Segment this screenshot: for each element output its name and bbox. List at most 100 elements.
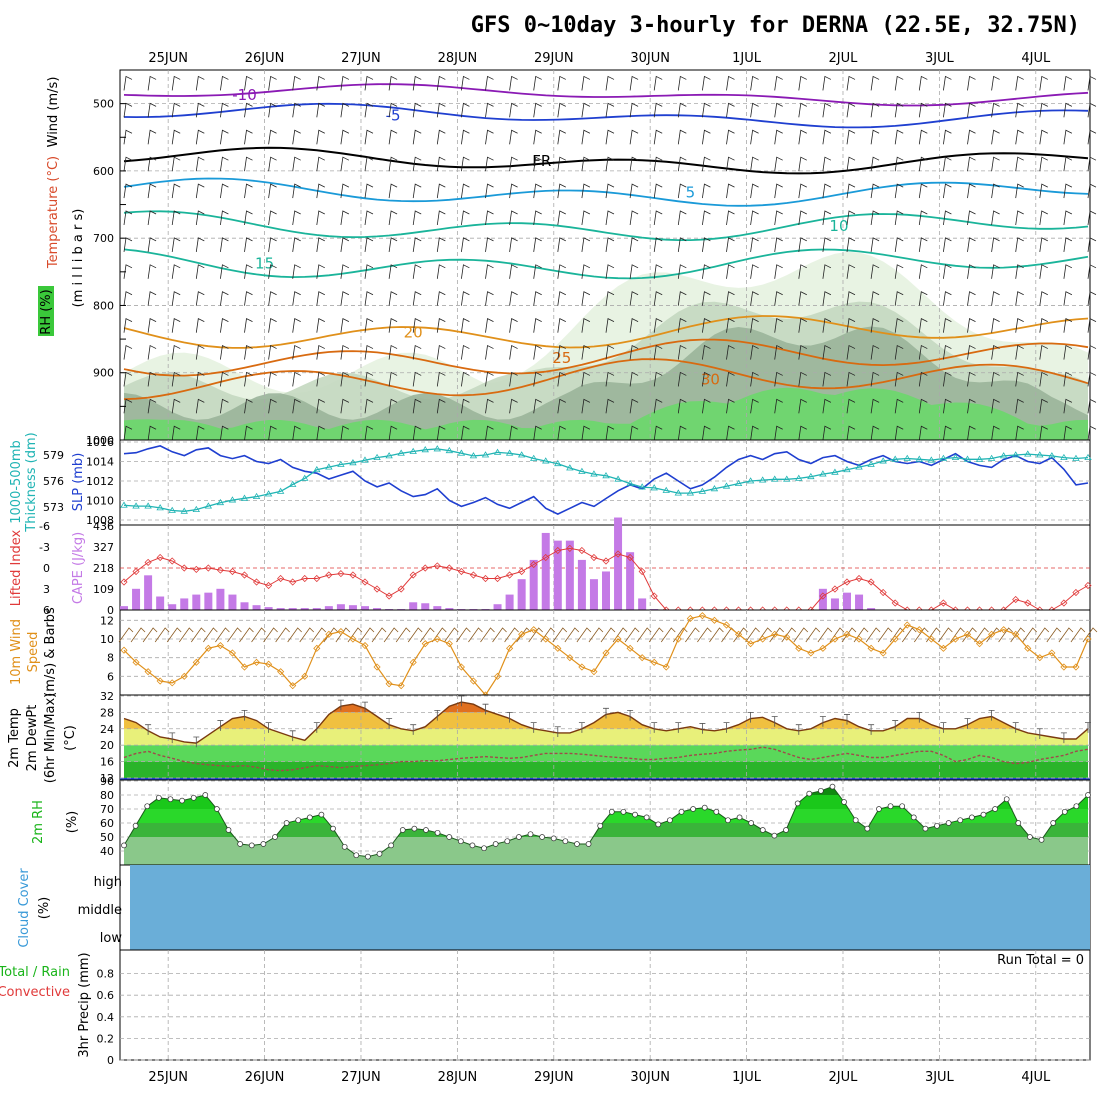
upper-wind-barb — [461, 75, 470, 91]
upper-wind-barb — [195, 75, 205, 91]
upper-wind-barb — [340, 264, 350, 279]
upper-wind-barb — [653, 291, 663, 306]
upper-wind-barb — [726, 156, 735, 172]
lifted-index-marker — [132, 567, 140, 576]
surface-wind-barb — [769, 627, 784, 643]
upper-wind-barb — [171, 425, 181, 441]
cape-bar — [867, 608, 876, 610]
top-date-label: 27JUN — [341, 51, 381, 66]
lifted-index-marker — [518, 567, 526, 576]
cape-bar — [614, 517, 623, 610]
thickness-marker — [457, 449, 466, 456]
upper-wind-barb — [292, 264, 301, 279]
upper-wind-barb — [894, 264, 904, 279]
upper-wind-barb — [412, 425, 422, 441]
upper-wind-barb — [557, 264, 566, 279]
wind-speed-marker — [180, 672, 188, 680]
upper-wind-barb — [605, 156, 615, 172]
top-date-label: 29JUN — [534, 51, 574, 66]
upper-wind-barb — [195, 210, 205, 226]
upper-wind-barb — [220, 156, 229, 172]
upper-wind-barb — [292, 291, 301, 306]
surface-wind-barb — [371, 627, 387, 643]
wind-speed-marker — [650, 658, 658, 666]
wind-speed-marker — [614, 635, 622, 643]
temperature-range-bar — [675, 722, 682, 733]
upper-wind-barb — [750, 291, 759, 306]
wind-speed-marker — [409, 658, 417, 666]
upper-wind-barb — [629, 156, 639, 172]
thickness-marker — [421, 446, 429, 453]
rh-marker — [365, 853, 371, 860]
wind-speed-marker — [578, 663, 586, 671]
upper-wind-barb — [364, 318, 374, 333]
surface-wind-barb — [215, 627, 230, 643]
upper-wind-barb — [364, 75, 374, 91]
upper-wind-barb — [485, 344, 494, 360]
wind-speed-marker — [855, 635, 863, 643]
upper-wind-barb — [581, 291, 591, 306]
upper-wind-barb — [774, 129, 783, 145]
thickness-marker — [915, 455, 924, 462]
temperature-band — [124, 728, 1088, 746]
rh-marker — [1050, 820, 1057, 826]
upper-wind-barb — [967, 210, 976, 226]
upper-wind-barb — [268, 183, 277, 199]
upper-wind-barb — [629, 318, 639, 333]
upper-wind-barb — [461, 264, 470, 279]
temperature-range-bar — [723, 722, 730, 733]
upper-wind-barb — [726, 344, 735, 360]
upper-wind-barb — [1015, 183, 1024, 199]
wind-speed-marker — [674, 635, 682, 643]
upper-wind-barb — [894, 371, 904, 387]
upper-wind-barb — [244, 371, 253, 387]
rh-marker — [167, 796, 174, 803]
upper-wind-barb — [774, 75, 783, 91]
cape-bar — [843, 592, 851, 610]
upper-wind-barb — [581, 398, 591, 414]
wind-speed-marker — [518, 630, 526, 638]
wind-speed-marker — [252, 658, 261, 666]
lifted-index-marker — [879, 588, 887, 597]
upper-wind-barb — [750, 129, 759, 145]
wind-ticks: 6 8 10 12 — [100, 614, 114, 683]
upper-wind-barb — [268, 264, 277, 279]
thickness-tick-label: 579 — [43, 449, 64, 462]
surface-wind-barb — [323, 627, 339, 643]
wind-speed-marker — [265, 660, 273, 668]
upper-wind-barb — [364, 183, 374, 199]
upper-wind-barb — [943, 425, 952, 441]
cape-bar — [626, 552, 635, 610]
wind-speed-marker — [795, 644, 803, 652]
wind-speed-marker — [1000, 626, 1008, 634]
upper-wind-barb — [557, 291, 566, 306]
wind-tick-label: 12 — [100, 614, 114, 627]
wind-speed-marker — [277, 668, 285, 676]
temperature-range-bar — [241, 709, 248, 721]
lifted-index-marker — [1072, 588, 1080, 597]
rh-marker — [155, 794, 162, 801]
upper-wind-barb — [1063, 344, 1073, 360]
lifted-index-marker — [530, 560, 538, 569]
thickness-marker — [529, 454, 538, 461]
upper-wind-barb — [533, 264, 542, 279]
upper-wind-barb — [750, 371, 759, 387]
upper-wind-barb — [702, 398, 711, 414]
pressure-tick-label: 1000 — [86, 434, 114, 447]
upper-wind-barb — [388, 210, 398, 226]
upper-wind-barb — [316, 371, 325, 387]
upper-wind-barb — [509, 75, 518, 91]
upper-wind-barb — [677, 425, 687, 441]
rh-marker — [225, 827, 232, 833]
upper-wind-barb — [870, 210, 880, 226]
lifted-index-marker — [120, 578, 128, 586]
temperature-range-bar — [265, 722, 272, 733]
cape-bar — [421, 603, 430, 610]
wind-speed-marker — [168, 679, 176, 687]
wind-speed-marker — [710, 616, 719, 624]
upper-wind-barb — [244, 102, 253, 118]
wind-speed-marker — [879, 649, 887, 657]
rh-marker — [504, 838, 511, 845]
wind-speed-marker — [1048, 649, 1056, 657]
upper-wind-barb — [846, 425, 856, 441]
